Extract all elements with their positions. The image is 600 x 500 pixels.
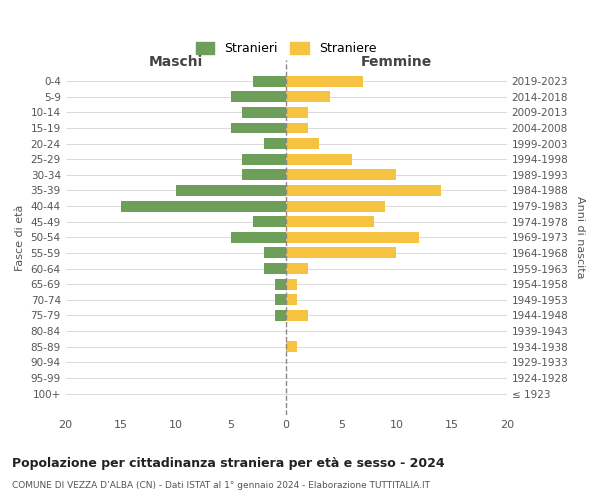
Bar — [176, 185, 286, 196]
Bar — [286, 122, 308, 134]
Y-axis label: Fasce di età: Fasce di età — [15, 204, 25, 270]
Bar — [242, 107, 286, 118]
Bar — [242, 154, 286, 164]
Bar — [253, 216, 286, 227]
Text: Maschi: Maschi — [149, 54, 203, 68]
Bar — [231, 92, 286, 102]
Bar — [286, 76, 364, 86]
Text: Femmine: Femmine — [361, 54, 432, 68]
Bar — [264, 263, 286, 274]
Bar — [286, 216, 374, 227]
Bar — [275, 310, 286, 321]
Bar — [286, 107, 308, 118]
Bar — [286, 248, 397, 258]
Bar — [286, 341, 297, 352]
Bar — [286, 185, 440, 196]
Bar — [286, 170, 397, 180]
Text: Popolazione per cittadinanza straniera per età e sesso - 2024: Popolazione per cittadinanza straniera p… — [12, 458, 445, 470]
Bar — [231, 232, 286, 243]
Bar — [286, 278, 297, 289]
Bar — [286, 232, 419, 243]
Bar — [286, 294, 297, 306]
Bar — [264, 248, 286, 258]
Bar — [286, 263, 308, 274]
Bar — [286, 92, 331, 102]
Bar — [121, 200, 286, 211]
Text: COMUNE DI VEZZA D’ALBA (CN) - Dati ISTAT al 1° gennaio 2024 - Elaborazione TUTTI: COMUNE DI VEZZA D’ALBA (CN) - Dati ISTAT… — [12, 481, 430, 490]
Bar — [253, 76, 286, 86]
Bar — [275, 278, 286, 289]
Bar — [275, 294, 286, 306]
Bar — [264, 138, 286, 149]
Bar — [242, 170, 286, 180]
Legend: Stranieri, Straniere: Stranieri, Straniere — [191, 38, 382, 60]
Bar — [286, 138, 319, 149]
Y-axis label: Anni di nascita: Anni di nascita — [575, 196, 585, 278]
Bar — [231, 122, 286, 134]
Bar — [286, 200, 385, 211]
Bar — [286, 310, 308, 321]
Bar — [286, 154, 352, 164]
